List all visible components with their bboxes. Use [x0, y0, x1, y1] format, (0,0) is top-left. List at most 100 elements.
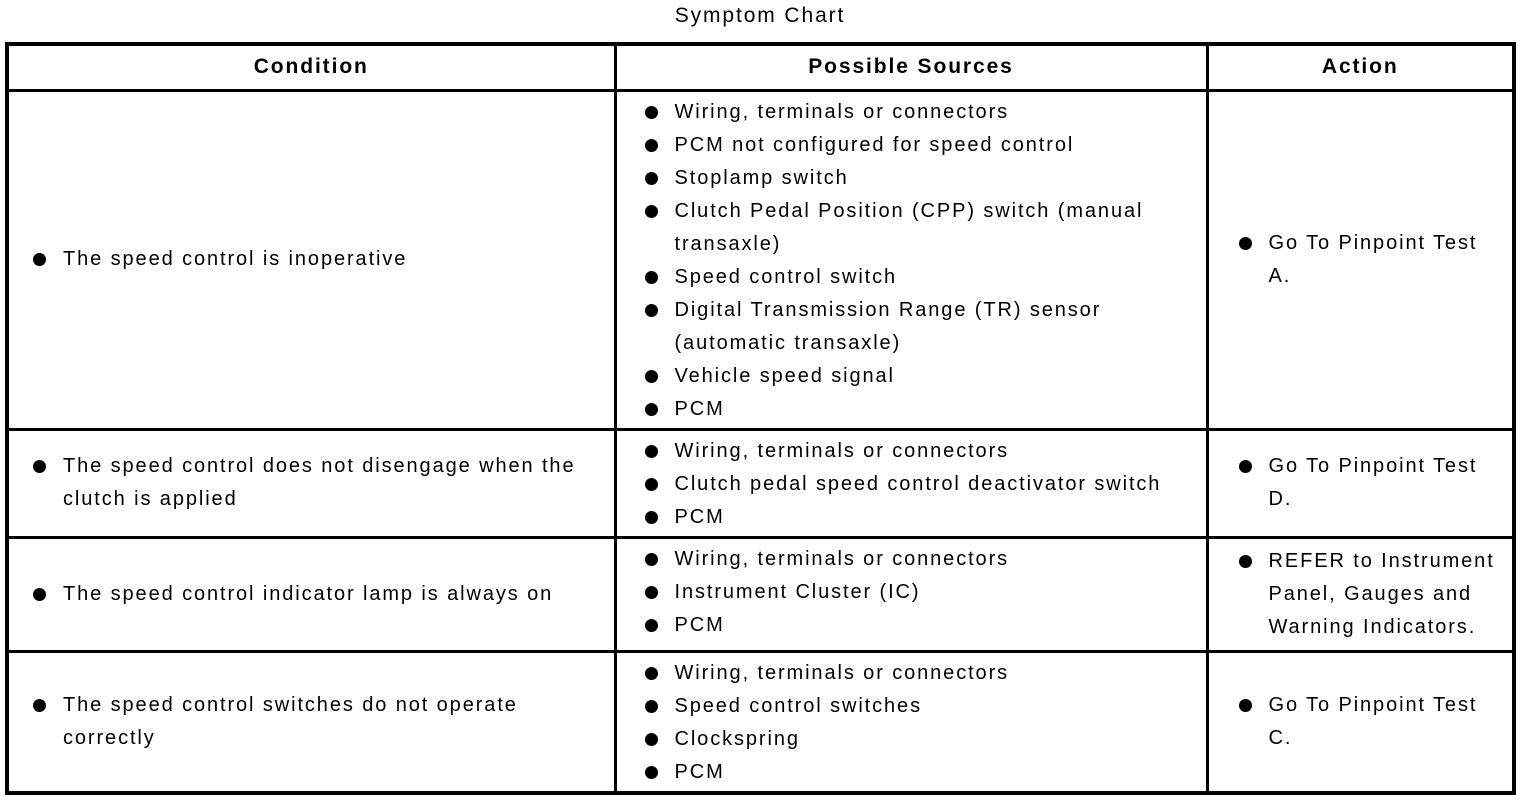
- bullet-item: Clockspring: [644, 723, 1200, 756]
- bullet-item: Wiring, terminals or connectors: [644, 543, 1200, 576]
- bullet-item: Go To Pinpoint Test D.: [1238, 450, 1503, 516]
- bullet-icon: [644, 138, 658, 152]
- bullet-item: Clutch Pedal Position (CPP) switch (manu…: [644, 195, 1200, 261]
- sources-cell: Wiring, terminals or connectors Speed con…: [613, 649, 1209, 794]
- condition-cell: The speed control switches do not operat…: [5, 649, 617, 794]
- bullet-item: The speed control does not disengage whe…: [33, 450, 606, 516]
- bullet-icon: [644, 765, 658, 779]
- bullet-text: Instrument Cluster (IC): [674, 580, 921, 603]
- bullet-item: Wiring, terminals or connectors: [644, 435, 1200, 468]
- table-row: The speed control is inoperative Wiring,…: [5, 88, 1516, 431]
- bullet-item: Go To Pinpoint Test A.: [1238, 227, 1503, 293]
- action-cell: Go To Pinpoint Test A.: [1205, 88, 1516, 431]
- bullet-item: Digital Transmission Range (TR) sensor (…: [644, 294, 1200, 360]
- header-row: Condition Possible Sources Action: [5, 42, 1516, 92]
- bullet-icon: [644, 270, 658, 284]
- action-cell: Go To Pinpoint Test C.: [1205, 649, 1516, 794]
- bullet-icon: [644, 402, 658, 416]
- bullet-text: Go To Pinpoint Test D.: [1268, 455, 1478, 510]
- bullet-item: PCM not configured for speed control: [644, 129, 1200, 162]
- symptom-table: Condition Possible Sources Action The sp…: [5, 42, 1516, 795]
- bullet-icon: [644, 585, 658, 599]
- bullet-icon: [644, 171, 658, 185]
- bullet-item: Go To Pinpoint Test C.: [1238, 689, 1503, 755]
- bullet-icon: [644, 510, 658, 524]
- bullet-icon: [644, 666, 658, 680]
- bullet-icon: [1238, 460, 1252, 473]
- bullet-text: Wiring, terminals or connectors: [674, 661, 1010, 684]
- bullet-item: Clutch pedal speed control deactivator s…: [644, 468, 1200, 501]
- bullet-icon: [644, 303, 658, 317]
- bullet-item: PCM: [644, 609, 1200, 642]
- bullet-icon: [1238, 554, 1252, 568]
- header-action: Action: [1205, 42, 1516, 92]
- bullet-item: Speed control switch: [644, 261, 1200, 294]
- bullet-text: PCM: [674, 505, 725, 528]
- symptom-table-body: The speed control is inoperative Wiring,…: [5, 88, 1516, 794]
- bullet-item: The speed control switches do not operat…: [33, 689, 606, 755]
- action-cell: REFER to Instrument Panel, Gauges and Wa…: [1205, 535, 1516, 653]
- bullet-icon: [33, 698, 46, 712]
- bullet-icon: [644, 552, 658, 566]
- bullet-item: PCM: [644, 756, 1200, 789]
- bullet-text: Wiring, terminals or connectors: [674, 547, 1010, 570]
- bullet-text: PCM: [674, 397, 725, 420]
- bullet-text: The speed control does not disengage whe…: [63, 455, 576, 510]
- bullet-text: Clutch Pedal Position (CPP) switch (manu…: [674, 199, 1144, 255]
- sources-cell: Wiring, terminals or connectors Instrumen…: [613, 535, 1209, 653]
- bullet-icon: [33, 253, 46, 266]
- bullet-item: The speed control indicator lamp is alwa…: [33, 578, 606, 611]
- page-title: Symptom Chart: [674, 4, 846, 27]
- bullet-icon: [644, 699, 658, 713]
- table-row: The speed control does not disengage whe…: [5, 427, 1516, 539]
- bullet-item: Wiring, terminals or connectors: [644, 96, 1200, 129]
- bullet-text: REFER to Instrument Panel, Gauges and Wa…: [1268, 549, 1495, 638]
- bullet-item: The speed control is inoperative: [33, 243, 606, 276]
- bullet-text: Wiring, terminals or connectors: [674, 439, 1010, 462]
- bullet-icon: [33, 587, 46, 601]
- bullet-item: Vehicle speed signal: [644, 360, 1200, 393]
- bullet-text: Wiring, terminals or connectors: [674, 100, 1010, 123]
- action-cell: Go To Pinpoint Test D.: [1205, 427, 1516, 539]
- sources-cell: Wiring, terminals or connectors PCM not c…: [613, 88, 1209, 431]
- bullet-text: Clutch pedal speed control deactivator s…: [674, 472, 1162, 495]
- sources-cell: Wiring, terminals or connectors Clutch pe…: [613, 427, 1209, 539]
- condition-cell: The speed control does not disengage whe…: [5, 427, 617, 539]
- bullet-text: Clockspring: [674, 727, 800, 750]
- bullet-text: Digital Transmission Range (TR) sensor (…: [674, 298, 1102, 354]
- condition-cell: The speed control is inoperative: [5, 88, 617, 431]
- bullet-item: Wiring, terminals or connectors: [644, 657, 1200, 690]
- table-row: The speed control indicator lamp is alwa…: [5, 535, 1516, 653]
- bullet-text: The speed control indicator lamp is alwa…: [63, 582, 554, 605]
- table-row: The speed control switches do not operat…: [5, 649, 1516, 794]
- bullet-icon: [33, 460, 46, 473]
- bullet-text: Speed control switch: [674, 265, 898, 288]
- bullet-text: Vehicle speed signal: [674, 364, 895, 387]
- bullet-icon: [644, 444, 658, 458]
- bullet-text: Go To Pinpoint Test A.: [1268, 231, 1478, 287]
- bullet-text: PCM not configured for speed control: [674, 133, 1075, 156]
- bullet-text: Go To Pinpoint Test C.: [1268, 693, 1478, 749]
- bullet-text: PCM: [674, 760, 725, 783]
- bullet-icon: [644, 477, 658, 491]
- bullet-icon: [1238, 236, 1252, 250]
- bullet-icon: [644, 618, 658, 632]
- bullet-item: Instrument Cluster (IC): [644, 576, 1200, 609]
- bullet-text: The speed control is inoperative: [63, 248, 408, 270]
- bullet-text: PCM: [674, 613, 725, 636]
- bullet-item: PCM: [644, 393, 1200, 426]
- bullet-icon: [1238, 698, 1252, 712]
- header-possible-sources: Possible Sources: [613, 42, 1209, 92]
- bullet-text: The speed control switches do not operat…: [63, 693, 518, 749]
- bullet-item: Speed control switches: [644, 690, 1200, 723]
- header-condition: Condition: [5, 42, 617, 92]
- condition-cell: The speed control indicator lamp is alwa…: [5, 535, 617, 653]
- bullet-icon: [644, 204, 658, 218]
- bullet-item: PCM: [644, 501, 1200, 534]
- bullet-item: REFER to Instrument Panel, Gauges and Wa…: [1238, 545, 1503, 644]
- bullet-icon: [644, 369, 658, 383]
- bullet-text: Speed control switches: [674, 694, 922, 717]
- bullet-icon: [644, 105, 658, 119]
- bullet-text: Stoplamp switch: [674, 166, 849, 189]
